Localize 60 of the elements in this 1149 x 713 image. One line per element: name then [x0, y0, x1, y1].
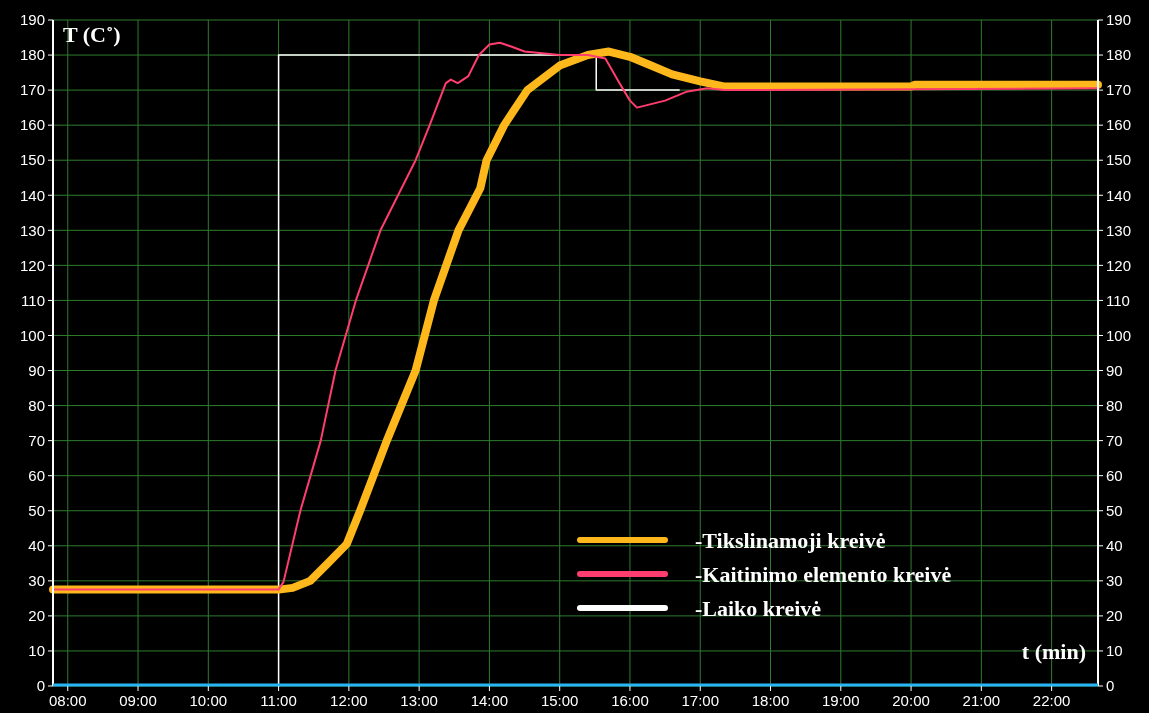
- x-axis-title: t (min): [1021, 638, 1086, 664]
- x-tick-label: 14:00: [470, 692, 509, 709]
- y-tick-label: 70: [28, 431, 45, 449]
- y2-tick-label: 120: [1106, 256, 1132, 274]
- legend-label: -Laiko kreivė: [695, 595, 822, 621]
- y-tick-label: 140: [19, 186, 45, 204]
- y-tick-label: 50: [28, 501, 45, 519]
- y-tick-label: 60: [28, 466, 45, 484]
- y-tick-label: 190: [19, 11, 45, 29]
- y2-tick-label: 140: [1106, 186, 1132, 204]
- y-tick-label: 30: [28, 572, 45, 590]
- x-tick-label: 20:00: [892, 692, 930, 709]
- x-tick-label: 18:00: [751, 692, 790, 709]
- y2-tick-label: 130: [1106, 221, 1132, 239]
- x-tick-label: 12:00: [330, 692, 368, 709]
- x-tick-label: 17:00: [681, 692, 720, 709]
- x-tick-label: 13:00: [400, 692, 438, 709]
- y-tick-label: 160: [19, 116, 45, 134]
- y2-tick-label: 30: [1106, 572, 1123, 590]
- x-tick-label: 10:00: [189, 692, 228, 709]
- y-tick-label: 170: [19, 81, 45, 99]
- legend-label: -Kaitinimo elemento kreivė: [695, 561, 952, 587]
- y-tick-label: 110: [21, 291, 45, 309]
- y-tick-label: 90: [28, 361, 45, 379]
- y2-tick-label: 20: [1106, 607, 1123, 625]
- y2-tick-label: 150: [1106, 151, 1132, 169]
- x-tick-label: 21:00: [962, 692, 1001, 709]
- legend-label: -Tikslinamoji kreivė: [695, 527, 886, 553]
- y-tick-label: 0: [36, 677, 45, 695]
- y2-tick-label: 160: [1106, 116, 1132, 134]
- y-tick-label: 120: [19, 256, 45, 274]
- y-tick-label: 150: [19, 151, 45, 169]
- x-tick-label: 15:00: [540, 692, 579, 709]
- y-tick-label: 180: [19, 46, 45, 64]
- x-tick-label: 09:00: [119, 692, 157, 709]
- x-tick-label: 08:00: [48, 692, 87, 709]
- x-tick-label: 16:00: [611, 692, 649, 709]
- y2-tick-label: 80: [1106, 396, 1123, 414]
- y-tick-label: 80: [28, 396, 45, 414]
- y2-tick-label: 100: [1106, 326, 1132, 344]
- x-tick-label: 11:00: [260, 692, 297, 709]
- y2-tick-label: 0: [1106, 677, 1115, 695]
- x-tick-label: 22:00: [1032, 692, 1071, 709]
- y2-tick-label: 50: [1106, 501, 1123, 519]
- y2-tick-label: 180: [1106, 46, 1132, 64]
- y2-tick-label: 40: [1106, 537, 1123, 555]
- y-tick-label: 40: [28, 537, 45, 555]
- y2-tick-label: 70: [1106, 431, 1123, 449]
- y2-tick-label: 190: [1106, 11, 1132, 29]
- y-tick-label: 100: [19, 326, 45, 344]
- y-axis-title: T (C˚): [63, 22, 121, 47]
- y-tick-label: 20: [28, 607, 45, 625]
- y2-tick-label: 90: [1106, 361, 1123, 379]
- y2-tick-label: 60: [1106, 466, 1123, 484]
- y2-tick-label: 10: [1106, 642, 1123, 660]
- y2-tick-label: 170: [1106, 81, 1132, 99]
- x-tick-label: 19:00: [822, 692, 860, 709]
- y-tick-label: 10: [28, 642, 45, 660]
- y-tick-label: 130: [19, 221, 45, 239]
- y2-tick-label: 110: [1106, 291, 1130, 309]
